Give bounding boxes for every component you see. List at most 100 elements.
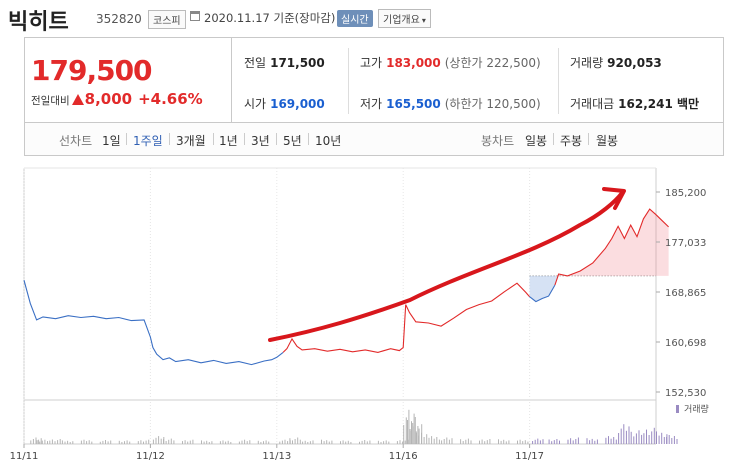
volume-bar (268, 441, 270, 444)
price-summary: 179,500 전일대비 8,000 +4.66% 전일 171,500 고가 183,… (24, 37, 725, 123)
candle-daily[interactable]: 일봉 (525, 134, 548, 148)
volume-bar (309, 441, 311, 444)
volume-bar (170, 438, 172, 444)
metric-label: 거래대금 (570, 97, 615, 111)
volume-bar (321, 439, 322, 444)
volume-bar (99, 441, 101, 444)
volume-bar (481, 439, 483, 444)
volume-bar (230, 442, 232, 444)
volume-bar (49, 440, 51, 444)
volume-bar (589, 440, 591, 444)
volume-bar (404, 440, 406, 444)
change-label: 전일대비 (31, 95, 70, 107)
volume-bar (163, 439, 164, 444)
volume-bar (668, 435, 670, 444)
volume-bar (137, 441, 139, 444)
market-badge: 코스피 (148, 10, 186, 29)
separator (213, 133, 214, 145)
stock-code: 352820 (96, 12, 142, 26)
y-tick-label: 185,200 (665, 188, 706, 199)
volume-bar (340, 441, 341, 444)
volume-bar (423, 437, 425, 444)
calendar-icon (190, 11, 200, 21)
volume-bar (484, 441, 486, 444)
metric-value: 162,241 백만 (618, 97, 700, 111)
volume-bar (673, 436, 675, 444)
metric-open: 시가 169,000 (244, 95, 325, 112)
volume-bar (380, 442, 382, 444)
volume-bar (287, 441, 289, 444)
period-selector: 선차트 1일 1주일 3개월 1년 3년 5년 10년 봉차트 일봉 주봉 월봉 (24, 122, 724, 156)
period-1y[interactable]: 1년 (219, 134, 238, 148)
period-3m[interactable]: 3개월 (176, 134, 206, 148)
volume-bar (408, 409, 410, 444)
metric-label: 거래량 (570, 56, 604, 70)
volume-bar (105, 440, 106, 444)
volume-bar (575, 439, 577, 444)
divider (558, 48, 559, 114)
volume-bar (498, 439, 499, 444)
volume-bar (519, 439, 521, 444)
x-tick-label: 11/16 (389, 451, 418, 462)
volume-bar (121, 442, 123, 444)
metrics-grid: 전일 171,500 고가 183,000 (상한가 222,500) 거래량 920,… (232, 38, 725, 123)
volume-bar (527, 441, 529, 444)
volume-bar (608, 436, 609, 444)
volume-bar (64, 441, 66, 444)
volume-bar (407, 420, 408, 444)
volume-bar (260, 442, 262, 444)
separator (588, 133, 589, 145)
volume-bar (596, 439, 598, 444)
period-10y[interactable]: 10년 (315, 134, 342, 148)
volume-bar (383, 441, 385, 444)
volume-bar (417, 426, 419, 444)
volume-bar (548, 439, 550, 444)
volume-bar (331, 440, 333, 444)
x-axis-ticks: 11/11 11/12 11/13 11/16 11/17 (10, 444, 544, 462)
realtime-button[interactable]: 실시간 (337, 10, 373, 27)
period-1d[interactable]: 1일 (102, 134, 121, 148)
volume-bar (443, 439, 445, 444)
volume-bar (572, 440, 574, 444)
volume-bar (570, 438, 572, 444)
volume-bar (32, 439, 34, 444)
price-chart[interactable]: 185,200 177,033 168,865 160,698 152,530 11/1… (0, 160, 732, 466)
y-tick-label: 160,698 (665, 338, 706, 349)
chart-lines (23, 208, 669, 366)
volume-bar (69, 442, 71, 444)
x-tick-label: 11/11 (10, 451, 39, 462)
volume-bar (421, 432, 422, 444)
current-price: 179,500 (31, 54, 153, 87)
volume-bar (35, 437, 37, 444)
candle-weekly[interactable]: 주봉 (560, 134, 583, 148)
current-price-panel: 179,500 전일대비 8,000 +4.66% (25, 38, 232, 123)
volume-bar (567, 439, 569, 444)
volume-bar (249, 440, 251, 444)
company-overview-dropdown[interactable]: 기업개요 ▾ (378, 9, 431, 28)
period-5y[interactable]: 5년 (283, 134, 302, 148)
volume-bar (591, 438, 593, 444)
volume-bar (265, 440, 267, 444)
price-line (554, 208, 669, 286)
volume-bar (189, 440, 191, 444)
x-tick-label: 11/17 (515, 451, 544, 462)
volume-bar (86, 441, 88, 444)
arrow-head-icon (602, 187, 626, 210)
x-tick-label: 11/13 (262, 451, 291, 462)
volume-bar (559, 440, 560, 444)
candle-monthly[interactable]: 월봉 (596, 134, 619, 148)
separator (308, 133, 309, 145)
volume-bar (537, 438, 539, 444)
volume-bar (91, 441, 93, 444)
volume-bar (38, 439, 40, 444)
volume-bar (54, 441, 56, 444)
volume-bar (299, 439, 301, 444)
volume-legend: 거래량 (684, 403, 709, 415)
metric-value: 165,500 (386, 97, 441, 111)
volume-bar (292, 440, 293, 444)
period-3y[interactable]: 3년 (251, 134, 270, 148)
volume-bar (326, 440, 328, 444)
volume-bar (246, 441, 248, 444)
metric-low: 저가 165,500 (하한가 120,500) (360, 95, 541, 112)
period-1w[interactable]: 1주일 (133, 134, 163, 148)
